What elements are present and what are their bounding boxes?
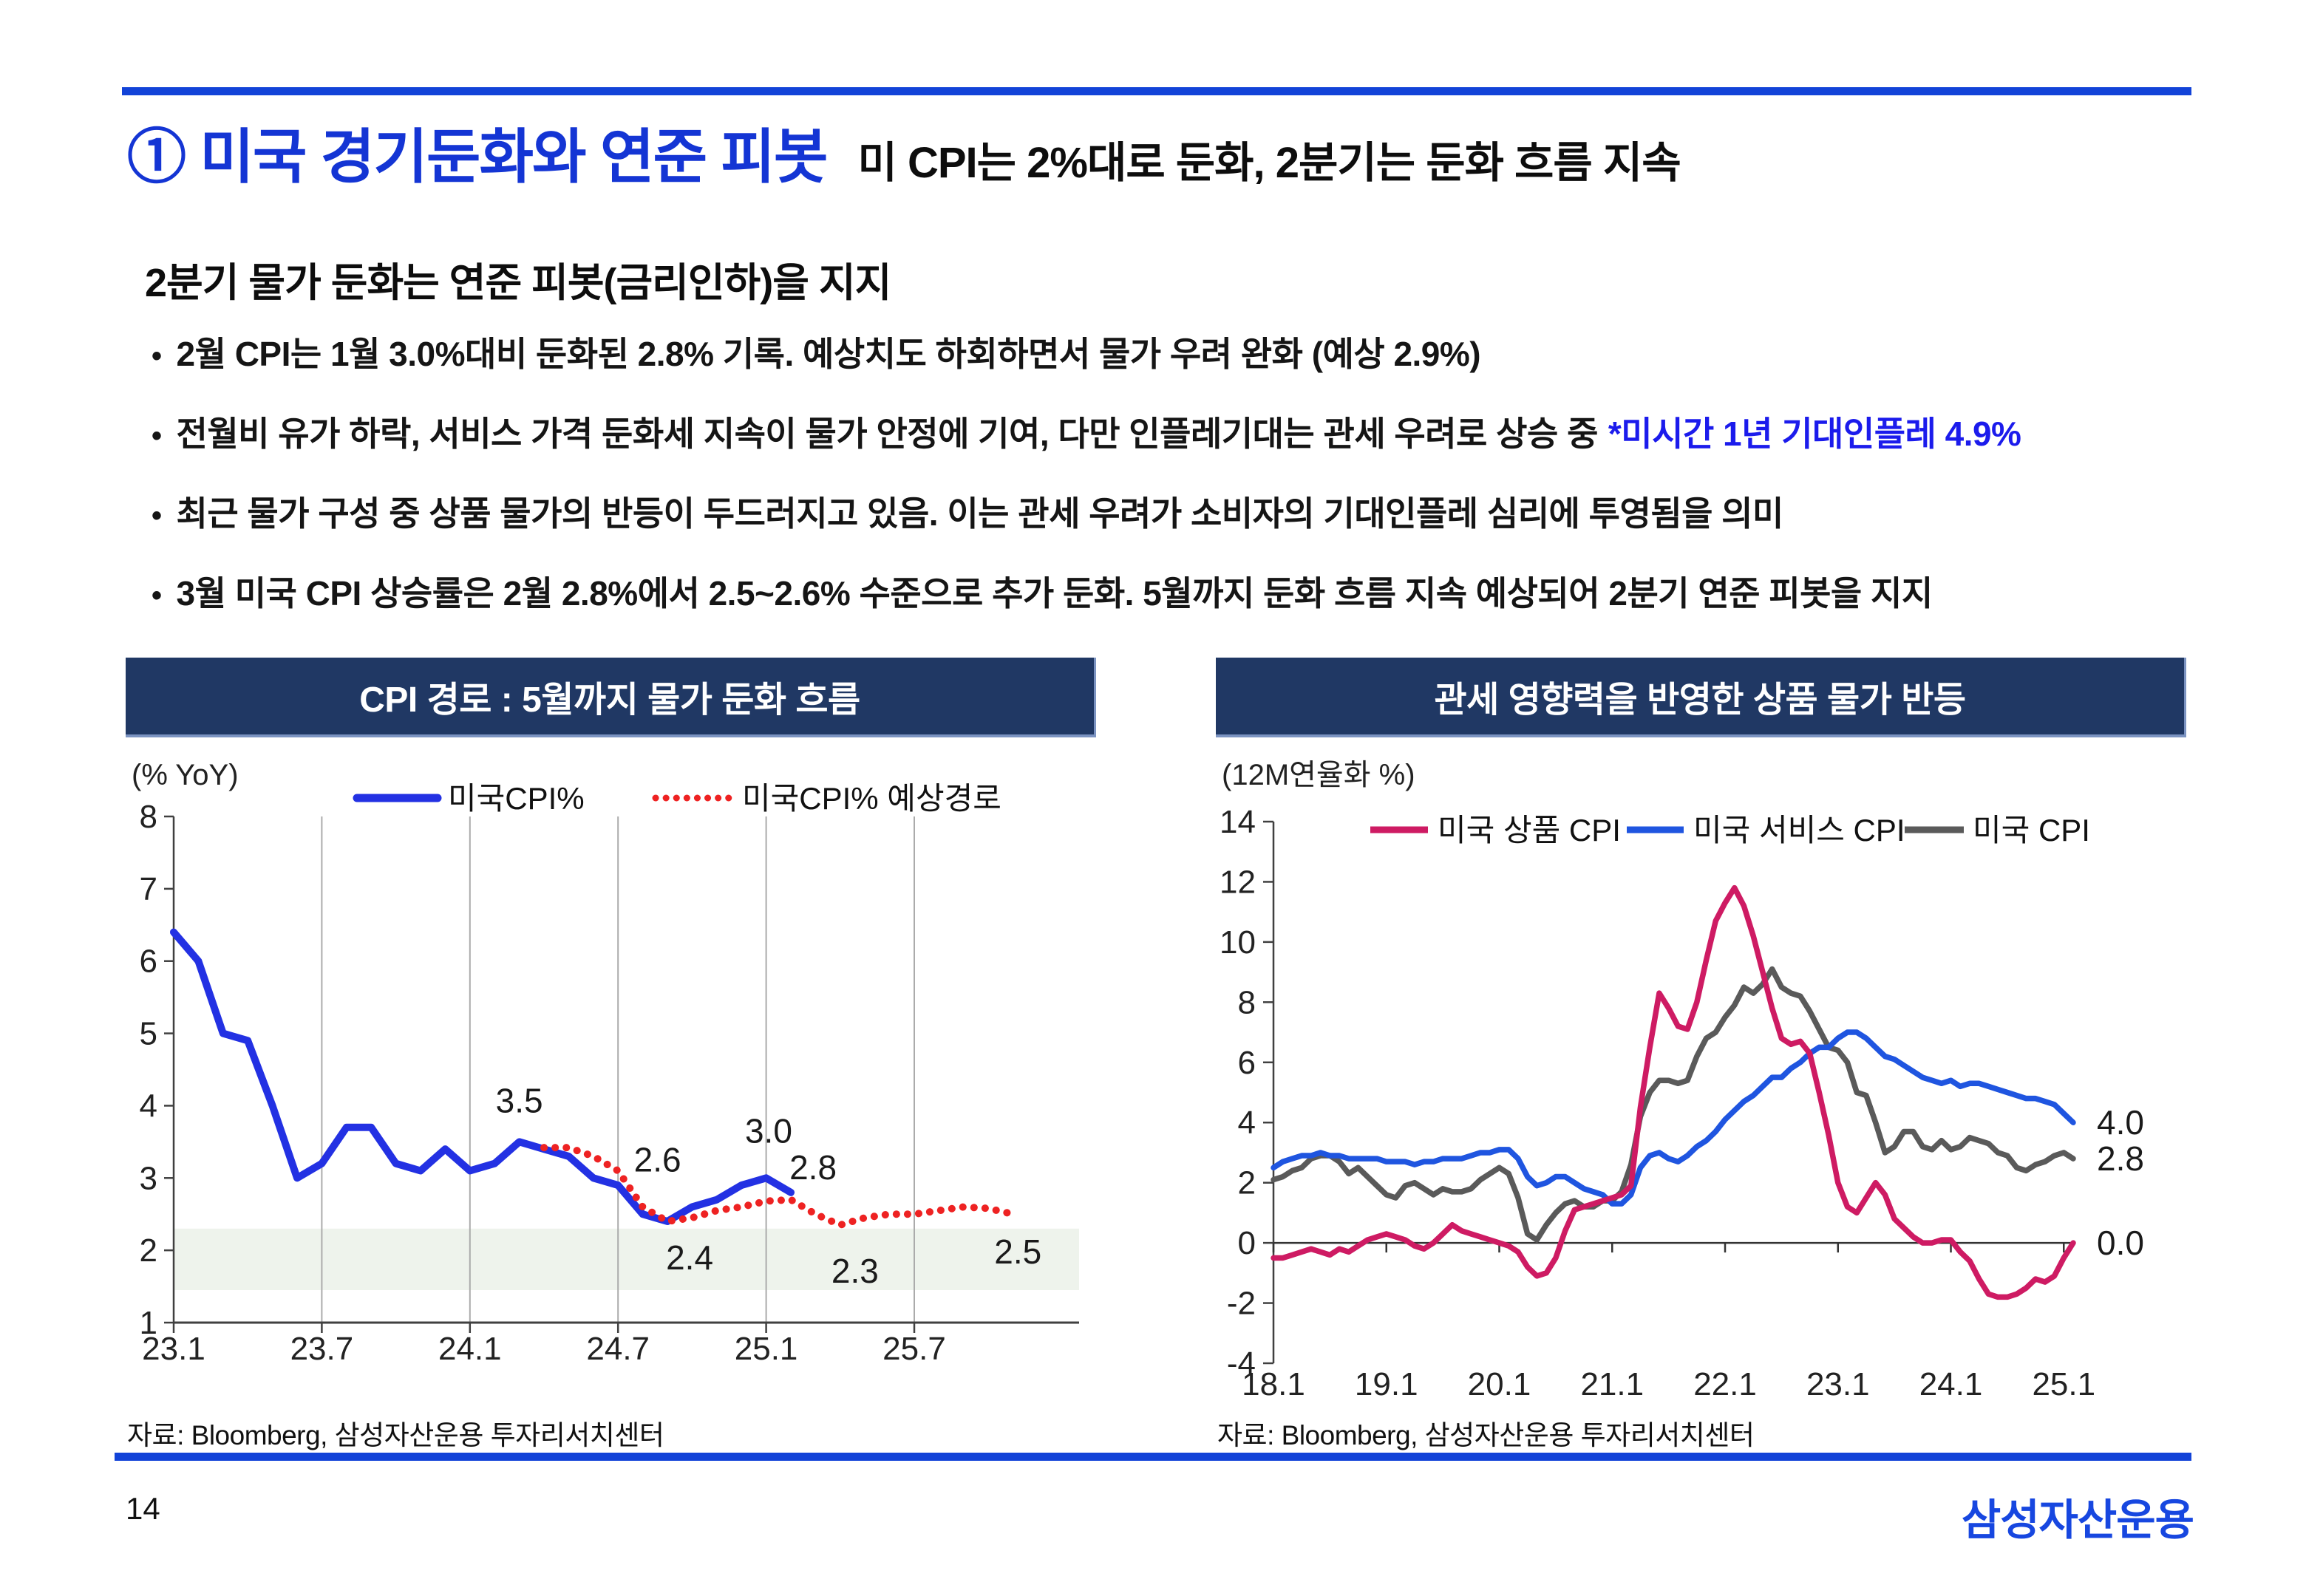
right-chart-source: 자료: Bloomberg, 삼성자산운용 투자리서치센터: [1217, 1420, 1755, 1450]
bottom-divider: [115, 1453, 2191, 1461]
left-chart-title-banner: CPI 경로 : 5월까지 물가 둔화 흐름: [126, 658, 1096, 737]
svg-text:23.1: 23.1: [142, 1331, 205, 1367]
svg-text:20.1: 20.1: [1468, 1366, 1531, 1402]
svg-text:14: 14: [1220, 804, 1256, 840]
svg-text:8: 8: [140, 799, 157, 835]
bullet-item: 전월비 유가 하락, 서비스 가격 둔화세 지속이 물가 안정에 기여, 다만 …: [152, 414, 2221, 457]
svg-text:미국CPI% 예상경로: 미국CPI% 예상경로: [742, 781, 1001, 816]
cpi-path-chart: 23.1 23.7 24.1 24.7 25.1 25.7 1 2 3 4 5 6 7 8 3.5 2.6 2.…: [132, 759, 1079, 1367]
svg-text:2.3: 2.3: [831, 1252, 879, 1290]
svg-text:미국 CPI: 미국 CPI: [1973, 813, 2090, 848]
svg-text:0.0: 0.0: [2097, 1224, 2144, 1262]
svg-text:25.1: 25.1: [735, 1331, 798, 1367]
svg-text:24.1: 24.1: [438, 1331, 502, 1367]
svg-text:22.1: 22.1: [1693, 1366, 1757, 1402]
svg-text:18.1: 18.1: [1242, 1366, 1305, 1402]
svg-text:4: 4: [140, 1088, 157, 1124]
goods-services-cpi-chart: -4 -2 0 2 4 6 8 10 12 14 18.1 19.1 20.1 21.1 22.1 23.1 2…: [1220, 759, 2144, 1402]
bullet-list: 2월 CPI는 1월 3.0%대비 둔화된 2.8% 기록. 예상치도 하회하면…: [152, 334, 2221, 653]
bullet-text: 2월 CPI는 1월 3.0%대비 둔화된 2.8% 기록. 예상치도 하회하면…: [176, 335, 1481, 373]
header: ① 미국 경기둔화와 연준 피봇 미 CPI는 2%대로 둔화, 2분기는 둔화…: [127, 109, 2256, 195]
svg-text:(12M연율화 %): (12M연율화 %): [1222, 759, 1415, 791]
svg-text:12: 12: [1220, 864, 1256, 900]
svg-text:4: 4: [1238, 1105, 1256, 1141]
left-chart-source: 자료: Bloomberg, 삼성자산운용 투자리서치센터: [127, 1420, 664, 1450]
svg-text:10: 10: [1220, 924, 1256, 961]
svg-text:23.7: 23.7: [290, 1331, 354, 1367]
svg-text:23.1: 23.1: [1806, 1366, 1870, 1402]
svg-text:2: 2: [1238, 1165, 1256, 1201]
svg-text:3: 3: [140, 1160, 157, 1196]
samsung-asset-management-logo: 삼성자산운용: [1961, 1496, 2194, 1544]
svg-text:3.0: 3.0: [745, 1111, 792, 1150]
title-line: ① 미국 경기둔화와 연준 피봇 미 CPI는 2%대로 둔화, 2분기는 둔화…: [127, 109, 2256, 195]
svg-text:-4: -4: [1227, 1346, 1256, 1382]
bullet-item: 최근 물가 구성 중 상품 물가의 반등이 두드러지고 있음. 이는 관세 우려…: [152, 494, 2221, 536]
svg-text:25.7: 25.7: [882, 1331, 946, 1367]
bullet-item: 2월 CPI는 1월 3.0%대비 둔화된 2.8% 기록. 예상치도 하회하면…: [152, 334, 2221, 377]
svg-text:2: 2: [140, 1232, 157, 1269]
page-title-suffix: 미 CPI는 2%대로 둔화, 2분기는 둔화 흐름 지속: [857, 139, 1681, 187]
svg-text:-2: -2: [1227, 1286, 1256, 1322]
svg-text:미국 서비스 CPI: 미국 서비스 CPI: [1693, 813, 1905, 848]
bullet-text: 전월비 유가 하락, 서비스 가격 둔화세 지속이 물가 안정에 기여, 다만 …: [176, 415, 1599, 453]
svg-text:2.8: 2.8: [789, 1148, 837, 1187]
svg-text:7: 7: [140, 871, 157, 907]
svg-text:6: 6: [140, 944, 157, 980]
svg-text:19.1: 19.1: [1355, 1366, 1418, 1402]
page-number: 14: [126, 1491, 160, 1526]
svg-text:21.1: 21.1: [1580, 1366, 1644, 1402]
svg-text:24.7: 24.7: [586, 1331, 650, 1367]
svg-text:4.0: 4.0: [2097, 1103, 2144, 1142]
svg-text:미국 상품 CPI: 미국 상품 CPI: [1438, 813, 1621, 848]
bullet-item: 3월 미국 CPI 상승률은 2월 2.8%에서 2.5~2.6% 수준으로 추…: [152, 573, 2221, 616]
top-divider: [122, 87, 2191, 95]
bullet-text: 3월 미국 CPI 상승률은 2월 2.8%에서 2.5~2.6% 수준으로 추…: [176, 574, 1933, 613]
right-chart-title-banner: 관세 영향력을 반영한 상품 물가 반등: [1216, 658, 2186, 737]
svg-text:미국CPI%: 미국CPI%: [448, 781, 585, 816]
svg-text:6: 6: [1238, 1045, 1256, 1081]
svg-text:2.5: 2.5: [994, 1232, 1041, 1271]
svg-text:2.4: 2.4: [666, 1238, 713, 1277]
svg-text:8: 8: [1238, 984, 1256, 1020]
bullet-note: *미시간 1년 기대인플레 4.9%: [1608, 415, 2021, 453]
svg-text:3.5: 3.5: [496, 1081, 543, 1119]
subtitle: 2분기 물가 둔화는 연준 피봇(금리인하)을 지지: [145, 261, 891, 305]
svg-text:2.8: 2.8: [2097, 1139, 2144, 1178]
bullet-text: 최근 물가 구성 중 상품 물가의 반등이 두드러지고 있음. 이는 관세 우려…: [176, 494, 1784, 533]
svg-text:0: 0: [1238, 1225, 1256, 1261]
svg-text:(% YoY): (% YoY): [132, 759, 239, 791]
page-title: ① 미국 경기둔화와 연준 피봇: [127, 124, 829, 190]
svg-text:1: 1: [140, 1305, 157, 1341]
svg-text:5: 5: [140, 1016, 157, 1052]
svg-text:25.1: 25.1: [2032, 1366, 2095, 1402]
svg-text:24.1: 24.1: [1919, 1366, 1983, 1402]
svg-text:2.6: 2.6: [634, 1140, 681, 1179]
